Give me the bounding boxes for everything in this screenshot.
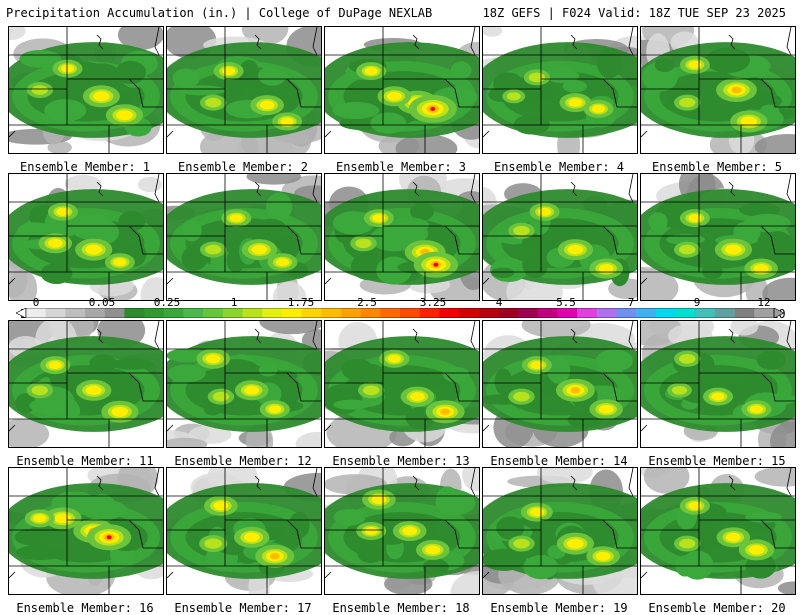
colorbar-bin <box>85 308 105 318</box>
ensemble-member-map <box>482 320 638 448</box>
ensemble-member-map <box>640 467 796 595</box>
ensemble-member-map <box>324 467 480 595</box>
colorbar-tick-label: 1.75 <box>287 296 315 309</box>
colorbar-bin <box>734 308 755 318</box>
colorbar-bin <box>104 308 125 318</box>
ensemble-member-map <box>166 320 322 448</box>
chart-title: Precipitation Accumulation (in.) | Colle… <box>6 6 433 20</box>
precipitation-colorbar <box>16 308 784 318</box>
ensemble-member-map <box>640 320 796 448</box>
ensemble-member-label: Ensemble Member: 14 <box>490 454 628 468</box>
colorbar-bin <box>45 308 66 318</box>
colorbar-bin <box>498 308 519 318</box>
colorbar-bin <box>203 308 224 318</box>
colorbar-bin <box>478 308 499 318</box>
colorbar-bin <box>321 308 342 318</box>
model-run-info: 18Z GEFS | F024 Valid: 18Z TUE SEP 23 20… <box>482 6 786 20</box>
ensemble-member-map <box>166 173 322 301</box>
colorbar-bin <box>439 308 460 318</box>
colorbar-bin <box>65 308 86 318</box>
colorbar-bin <box>419 308 440 318</box>
ensemble-member-map <box>324 26 480 154</box>
colorbar-bin <box>675 308 696 318</box>
ensemble-member-label: Ensemble Member: 20 <box>648 601 786 615</box>
ensemble-member-map <box>640 26 796 154</box>
colorbar-bin <box>301 308 322 318</box>
ensemble-member-label: Ensemble Member: 16 <box>16 601 154 615</box>
ensemble-member-label: Ensemble Member: 5 <box>651 160 783 174</box>
colorbar-bin <box>459 308 479 318</box>
colorbar-bin <box>537 308 558 318</box>
ensemble-member-map <box>8 26 164 154</box>
colorbar-tick-label: 3.25 <box>419 296 447 309</box>
ensemble-member-label: Ensemble Member: 12 <box>174 454 312 468</box>
ensemble-member-map <box>640 173 796 301</box>
ensemble-member-label: Ensemble Member: 2 <box>177 160 309 174</box>
colorbar-bin <box>695 308 716 318</box>
colorbar-tick-label: 0 <box>32 296 40 309</box>
ensemble-member-map <box>482 173 638 301</box>
colorbar-bin <box>655 308 676 318</box>
colorbar-overflow-arrow <box>773 308 784 318</box>
colorbar-bin <box>400 308 420 318</box>
colorbar-tick-label: 9 <box>693 296 701 309</box>
ensemble-member-label: Ensemble Member: 3 <box>335 160 467 174</box>
colorbar-bin <box>281 308 302 318</box>
ensemble-member-label: Ensemble Member: 18 <box>332 601 470 615</box>
colorbar-tick-label: 1 <box>230 296 238 309</box>
colorbar-tick-label: 0.05 <box>88 296 116 309</box>
ensemble-member-map <box>8 320 164 448</box>
colorbar-tick-label: 0.25 <box>153 296 181 309</box>
ensemble-member-map <box>324 320 480 448</box>
ensemble-member-map <box>324 173 480 301</box>
colorbar-bin <box>183 308 204 318</box>
ensemble-member-label: Ensemble Member: 11 <box>16 454 154 468</box>
ensemble-member-map <box>166 467 322 595</box>
colorbar-bin <box>596 308 617 318</box>
ensemble-member-label: Ensemble Member: 4 <box>493 160 625 174</box>
ensemble-member-map <box>482 467 638 595</box>
colorbar-bin <box>714 308 735 318</box>
colorbar-outline <box>25 308 775 318</box>
colorbar-bin <box>340 308 361 318</box>
ensemble-member-map <box>8 467 164 595</box>
colorbar-bin <box>636 308 657 318</box>
colorbar-bin <box>518 308 538 318</box>
ensemble-member-map <box>482 26 638 154</box>
colorbar-tick-label: 12 <box>757 296 771 309</box>
colorbar-bin <box>242 308 263 318</box>
colorbar-bin <box>577 308 598 318</box>
colorbar-bin <box>222 308 243 318</box>
ensemble-member-map <box>166 26 322 154</box>
colorbar-bin <box>360 308 381 318</box>
colorbar-bin <box>262 308 283 318</box>
ensemble-member-label: Ensemble Member: 13 <box>332 454 470 468</box>
ensemble-member-map <box>8 173 164 301</box>
colorbar-tick-label: 7 <box>627 296 635 309</box>
ensemble-member-label: Ensemble Member: 17 <box>174 601 312 615</box>
ensemble-member-label: Ensemble Member: 1 <box>19 160 151 174</box>
colorbar-bin <box>144 308 164 318</box>
colorbar-bin <box>754 308 775 318</box>
ensemble-member-label: Ensemble Member: 19 <box>490 601 628 615</box>
colorbar-bin <box>380 308 401 318</box>
colorbar-bin <box>26 308 46 318</box>
colorbar-bin <box>163 308 184 318</box>
colorbar-tick-label: 4 <box>495 296 503 309</box>
colorbar-bin <box>124 308 145 318</box>
colorbar-tick-label: 5.5 <box>556 296 576 309</box>
colorbar-bin <box>616 308 637 318</box>
ensemble-member-label: Ensemble Member: 15 <box>648 454 786 468</box>
colorbar-bin <box>557 308 578 318</box>
colorbar-tick-label: 2.5 <box>357 296 377 309</box>
colorbar-underflow-arrow <box>16 308 27 318</box>
